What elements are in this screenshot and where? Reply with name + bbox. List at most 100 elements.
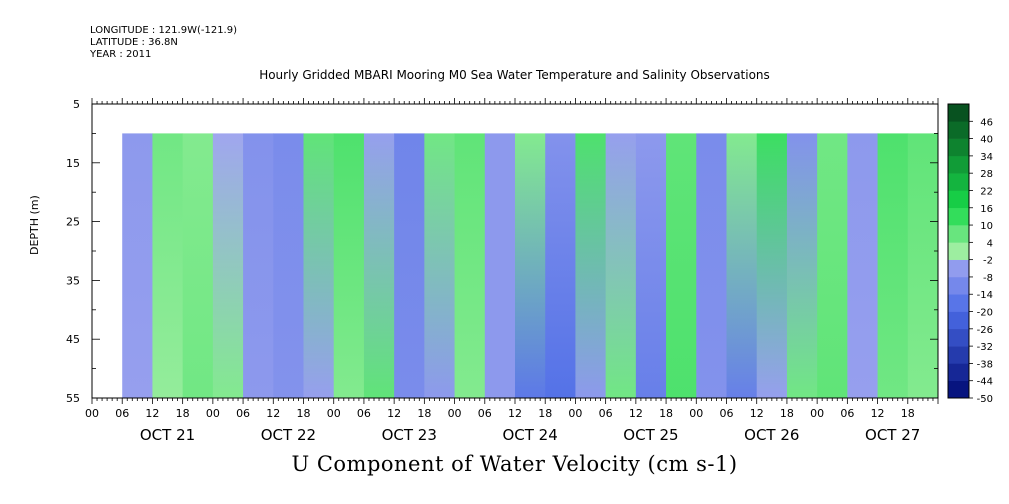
colorbar-label: -20 bbox=[977, 308, 993, 319]
y-tick-label: 15 bbox=[66, 157, 80, 170]
x-hour-label: 12 bbox=[508, 407, 522, 420]
colorbar-label: 40 bbox=[980, 135, 993, 146]
colorbar-swatch bbox=[948, 259, 969, 278]
colorbar-label: -26 bbox=[977, 325, 993, 336]
colorbar-label: -8 bbox=[983, 273, 993, 284]
heatmap-cell bbox=[786, 133, 818, 398]
heatmap-cell bbox=[817, 133, 848, 398]
colorbar-swatch bbox=[948, 242, 969, 260]
heatmap-cell bbox=[212, 133, 244, 398]
heatmap-cell bbox=[454, 133, 486, 398]
colorbar-swatch bbox=[948, 207, 969, 226]
colorbar-swatch bbox=[948, 190, 969, 209]
colorbar-label: -32 bbox=[977, 342, 993, 353]
heatmap-cell bbox=[515, 133, 546, 398]
x-hour-label: 12 bbox=[629, 407, 643, 420]
x-hour-label: 00 bbox=[448, 407, 462, 420]
colorbar-swatch bbox=[948, 311, 969, 330]
x-hour-label: 06 bbox=[115, 407, 129, 420]
colorbar-swatch bbox=[948, 380, 969, 399]
heatmap-cell bbox=[756, 133, 788, 398]
colorbar-label: 22 bbox=[980, 186, 993, 197]
chart-title: Hourly Gridded MBARI Mooring M0 Sea Wate… bbox=[259, 68, 770, 82]
x-hour-label: 12 bbox=[871, 407, 885, 420]
x-hour-label: 18 bbox=[901, 407, 915, 420]
longitude-label: LONGITUDE : 121.9W(-121.9) bbox=[90, 25, 237, 36]
x-hour-label: 18 bbox=[780, 407, 794, 420]
heatmap-cell bbox=[877, 133, 909, 398]
x-hour-label: 18 bbox=[176, 407, 190, 420]
x-hour-label: 18 bbox=[538, 407, 552, 420]
x-hour-label: 06 bbox=[357, 407, 371, 420]
axes: 00 06 12 18 00 06 12 18 00 06 12 18 00 06 12 18 00 06 12 18… bbox=[66, 98, 939, 444]
colorbar-swatch bbox=[948, 225, 969, 243]
y-tick-label: 25 bbox=[66, 216, 80, 229]
x-hour-label: 06 bbox=[720, 407, 734, 420]
heatmap-cell bbox=[666, 133, 697, 398]
heatmap-cell bbox=[182, 133, 214, 398]
heatmap-cell bbox=[847, 133, 879, 398]
colorbar-swatch bbox=[948, 121, 969, 139]
x-hour-label: 12 bbox=[145, 407, 159, 420]
x-hour-label: 18 bbox=[417, 407, 431, 420]
colorbar: 46 40 34 28 22 16 10 4 -2 -8 -14 -20 -26 -32 -38 -44 -50 bbox=[947, 103, 993, 405]
x-hour-label: 00 bbox=[85, 407, 99, 420]
colorbar-swatch bbox=[948, 138, 969, 157]
heatmap-cell bbox=[122, 133, 153, 398]
colorbar-label: 28 bbox=[980, 169, 993, 180]
heatmap-cell bbox=[394, 133, 425, 398]
x-hour-label: 00 bbox=[327, 407, 341, 420]
heatmap-cell bbox=[907, 133, 939, 398]
colorbar-label: 46 bbox=[980, 117, 993, 128]
heatmap-cell bbox=[605, 133, 637, 398]
heatmap-cell bbox=[635, 133, 667, 398]
y-tick-label: 35 bbox=[66, 274, 80, 287]
plot-area bbox=[122, 133, 939, 398]
x-hour-label: 06 bbox=[478, 407, 492, 420]
x-hour-label: 12 bbox=[266, 407, 280, 420]
colorbar-label: 34 bbox=[980, 152, 993, 163]
colorbar-swatch bbox=[948, 294, 969, 312]
heatmap-cell bbox=[363, 133, 395, 398]
heatmap-cell bbox=[273, 133, 304, 398]
x-hour-label: 06 bbox=[840, 407, 854, 420]
colorbar-frame bbox=[947, 103, 970, 399]
colorbar-swatch bbox=[948, 155, 969, 174]
x-hour-label: 18 bbox=[297, 407, 311, 420]
x-day-label: OCT 23 bbox=[382, 426, 437, 444]
colorbar-label: -14 bbox=[977, 290, 993, 301]
colorbar-swatch bbox=[948, 346, 969, 364]
x-day-label: OCT 22 bbox=[261, 426, 316, 444]
colorbar-label: 10 bbox=[980, 221, 993, 232]
heatmap-cell bbox=[575, 133, 607, 398]
variable-label: U Component of Water Velocity (cm s-1) bbox=[291, 452, 738, 476]
colorbar-label: 4 bbox=[987, 238, 993, 249]
colorbar-swatch bbox=[948, 104, 969, 122]
heatmap-cell bbox=[303, 133, 335, 398]
heatmap-cell bbox=[333, 133, 365, 398]
y-tick-label: 55 bbox=[66, 392, 80, 405]
heatmap-cell bbox=[545, 133, 576, 398]
x-hour-label: 06 bbox=[236, 407, 250, 420]
x-hour-label: 12 bbox=[750, 407, 764, 420]
colorbar-label: -38 bbox=[977, 359, 993, 370]
colorbar-label: -2 bbox=[983, 256, 993, 267]
heatmap-cell bbox=[152, 133, 184, 398]
heatmap-cell bbox=[726, 133, 758, 398]
heatmap-cell bbox=[424, 133, 456, 398]
heatmap-cell bbox=[243, 133, 274, 398]
colorbar-label: -50 bbox=[977, 394, 993, 405]
colorbar-swatch bbox=[948, 328, 969, 347]
heatmap-cell bbox=[484, 133, 516, 398]
colorbar-swatch bbox=[948, 173, 969, 191]
heatmap-cell bbox=[696, 133, 727, 398]
x-day-label: OCT 24 bbox=[502, 426, 557, 444]
colorbar-label: -44 bbox=[977, 377, 993, 388]
colorbar-label: 16 bbox=[980, 204, 993, 215]
x-day-label: OCT 21 bbox=[140, 426, 195, 444]
year-label: YEAR : 2011 bbox=[90, 49, 152, 60]
x-hour-label: 00 bbox=[689, 407, 703, 420]
x-hour-label: 12 bbox=[387, 407, 401, 420]
x-hour-label: 00 bbox=[568, 407, 582, 420]
